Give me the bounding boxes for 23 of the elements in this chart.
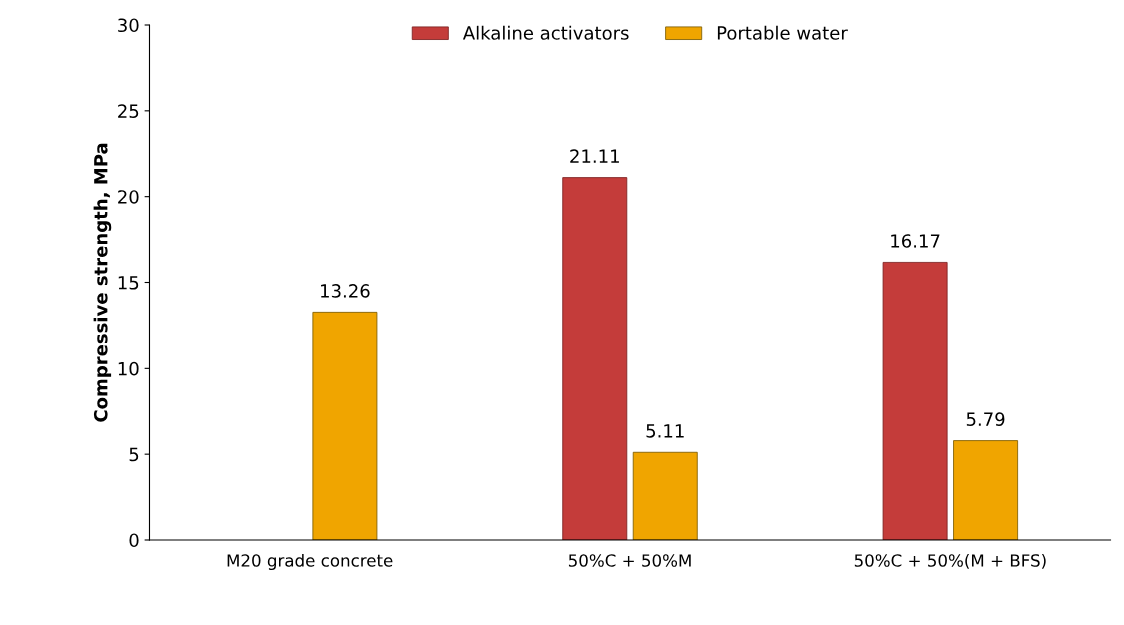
y-tick-label: 0 <box>129 533 139 548</box>
x-tick-label: M20 grade concrete <box>227 553 393 571</box>
bar <box>882 262 948 540</box>
y-tick-label: 30 <box>118 18 139 33</box>
bar <box>632 451 698 540</box>
bar <box>953 440 1019 540</box>
x-tick-label: 50%C + 50%(M + BFS) <box>854 553 1046 569</box>
x-tick-label: 50%C + 50%M <box>568 554 691 567</box>
y-tick-label: 5 <box>129 447 139 462</box>
y-tick-label: 15 <box>118 276 139 290</box>
data-label: 5.11 <box>646 424 684 438</box>
y-tick-label: 25 <box>118 104 139 118</box>
data-label: 16.17 <box>891 234 940 248</box>
legend-label: Alkaline activators <box>462 25 629 40</box>
y-tick-label: 20 <box>118 190 139 204</box>
data-label: 13.26 <box>321 284 370 298</box>
y-axis-title: Compressive strength, MPa <box>93 143 112 422</box>
bar <box>312 311 378 540</box>
data-label: 21.11 <box>570 149 619 163</box>
legend-label: Portable water <box>717 25 848 40</box>
data-label: 5.79 <box>966 412 1005 426</box>
bar <box>562 177 628 540</box>
y-tick-label: 10 <box>118 361 139 376</box>
